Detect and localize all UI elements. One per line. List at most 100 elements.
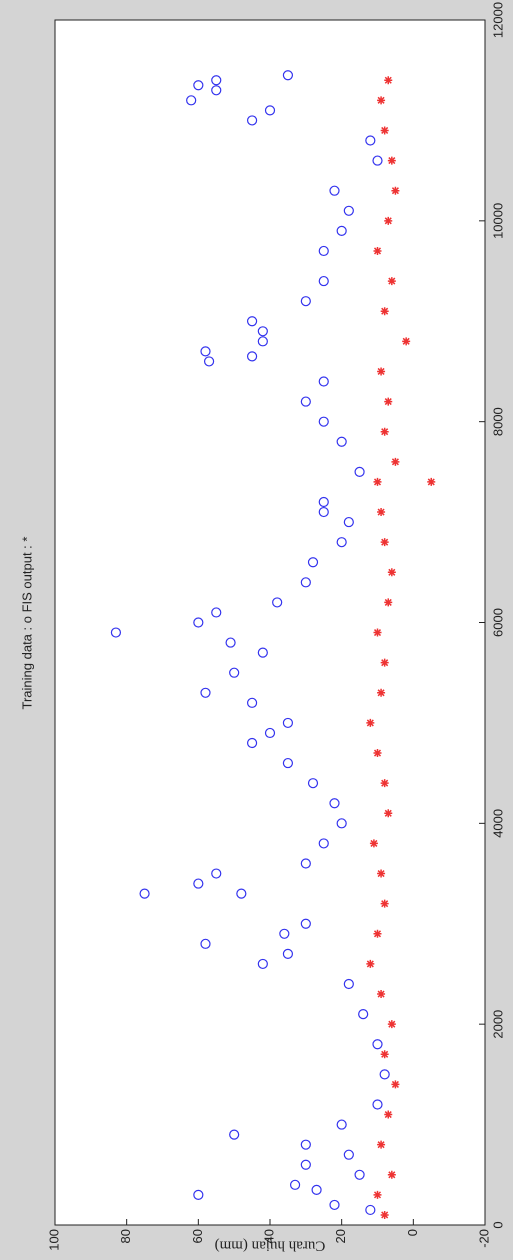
data-point [380, 1050, 389, 1059]
data-point [300, 858, 311, 869]
data-point [336, 225, 347, 236]
data-point [318, 496, 329, 508]
data-point [318, 416, 329, 427]
data-point [343, 978, 354, 990]
data-point [365, 135, 376, 146]
data-point [366, 959, 375, 968]
data-point [343, 205, 354, 216]
data-point [211, 85, 222, 96]
data-point [200, 346, 211, 357]
x-tick-label: 8000 [490, 407, 505, 436]
x-tick-label: 2000 [490, 1010, 505, 1039]
data-point [380, 779, 389, 788]
data-point [387, 1170, 396, 1179]
x-tick-label: 10000 [490, 203, 505, 239]
data-point [225, 637, 236, 648]
data-point [377, 367, 386, 376]
data-point [373, 929, 382, 938]
data-point [329, 798, 340, 809]
y-tick-label: 0 [405, 1229, 420, 1236]
data-point [200, 938, 211, 949]
data-point [373, 1190, 382, 1199]
data-point [300, 296, 311, 307]
data-point [380, 126, 389, 135]
data-point [384, 1110, 393, 1119]
data-point [391, 1080, 400, 1089]
data-point [193, 617, 204, 628]
data-point [377, 1140, 386, 1149]
data-point [318, 245, 329, 257]
data-point [372, 1039, 383, 1050]
data-point [264, 727, 276, 739]
data-point [369, 839, 378, 848]
data-point [264, 105, 276, 116]
data-point [372, 155, 383, 166]
y-tick-label: 40 [261, 1229, 276, 1243]
data-point [387, 156, 396, 165]
data-point [377, 688, 386, 697]
data-point [186, 95, 197, 106]
data-point [272, 597, 283, 608]
data-point [387, 277, 396, 286]
data-point [193, 878, 204, 889]
data-point [307, 778, 319, 789]
data-point [139, 888, 150, 899]
data-point [336, 818, 347, 829]
data-point [380, 538, 389, 547]
data-point [246, 115, 258, 126]
data-point [380, 427, 389, 436]
data-point [373, 749, 382, 758]
y-tick-label: 100 [46, 1229, 61, 1251]
data-point [384, 809, 393, 818]
data-point [384, 76, 393, 85]
data-point [279, 928, 290, 939]
data-point [336, 537, 347, 548]
data-point [282, 70, 294, 81]
data-point [289, 1179, 301, 1190]
x-tick-label: 6000 [490, 608, 505, 637]
data-point [282, 948, 294, 959]
data-point [193, 1189, 204, 1200]
data-point [377, 869, 386, 878]
data-point [200, 687, 211, 698]
data-point [372, 1099, 383, 1110]
data-point [307, 557, 319, 568]
data-point [366, 718, 375, 727]
data-point [246, 316, 258, 327]
x-tick-label: 12000 [490, 2, 505, 38]
data-point [354, 466, 365, 477]
data-point [377, 990, 386, 999]
data-point [373, 477, 382, 486]
data-point [384, 216, 393, 225]
data-point [211, 75, 222, 86]
data-point [318, 275, 329, 287]
y-tick-label: -20 [476, 1229, 491, 1248]
data-point [329, 1199, 340, 1211]
data-point [282, 717, 294, 729]
data-point [236, 888, 247, 899]
data-point [257, 326, 268, 337]
data-point [380, 307, 389, 316]
chart-title: Training data : o FIS output : * [19, 537, 34, 710]
data-point [377, 96, 386, 105]
data-point [358, 1009, 369, 1020]
data-point [300, 918, 311, 929]
data-point [257, 647, 268, 658]
y-axis-label: Curah hujan (mm) [215, 1238, 326, 1254]
data-point [402, 337, 411, 346]
data-point [229, 667, 240, 678]
data-point [343, 1149, 354, 1160]
data-point [229, 1129, 240, 1140]
x-tick-label: 4000 [490, 809, 505, 838]
data-point [354, 1169, 365, 1180]
data-point [300, 396, 311, 407]
y-tick-label: 20 [333, 1229, 348, 1243]
data-point [300, 1139, 311, 1150]
data-point [246, 697, 258, 708]
data-point [110, 627, 122, 638]
data-point [391, 186, 400, 195]
data-point [377, 508, 386, 517]
data-point [336, 436, 347, 447]
data-point [257, 336, 268, 347]
